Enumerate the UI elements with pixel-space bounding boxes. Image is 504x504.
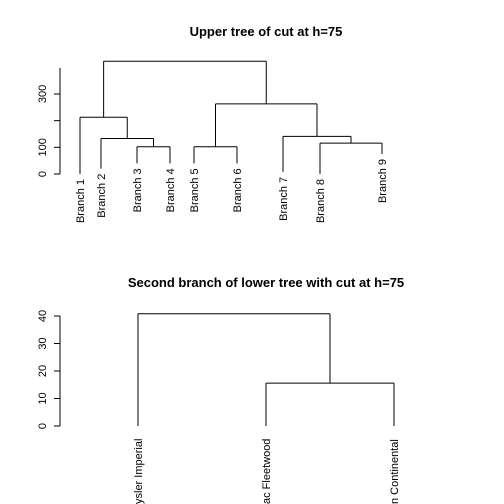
leaf-label: Branch 8 [315,179,327,223]
y-tick-label: 30 [37,337,49,349]
upper-tree-dendrogram [79,60,383,174]
leaf-label: Branch 6 [232,168,244,212]
lower-tree-panel: Second branch of lower tree with cut at … [37,275,404,504]
leaf-label: Branch 7 [278,177,290,221]
leaf-label: n Continental [389,439,401,504]
lower-tree-y-axis: 0 10 20 30 40 [37,310,61,429]
lower-tree-title: Second branch of lower tree with cut at … [128,275,404,290]
upper-tree-panel: Upper tree of cut at h=75 0 100 300 Branch… [37,24,389,223]
upper-tree-title: Upper tree of cut at h=75 [190,24,343,39]
leaf-label: Branch 1 [75,179,87,223]
y-tick-label: 100 [37,138,49,156]
lower-tree-leaf-labels: ysler Imperial ac Fleetwood n Continental [133,439,401,504]
leaf-label: ac Fleetwood [261,439,273,504]
leaf-label: Branch 4 [165,168,177,212]
y-tick-label: 10 [37,392,49,404]
leaf-label: Branch 5 [189,168,201,212]
leaf-label: Branch 2 [96,174,108,218]
lower-tree-dendrogram [137,313,395,426]
y-tick-label: 0 [37,423,49,429]
leaf-label: Branch 9 [377,159,389,203]
y-tick-label: 0 [37,171,49,177]
leaf-label: ysler Imperial [133,439,145,504]
y-tick-label: 40 [37,310,49,322]
y-tick-label: 300 [37,85,49,103]
y-tick-label: 20 [37,365,49,377]
upper-tree-y-axis: 0 100 300 [37,68,61,177]
upper-tree-leaf-labels: Branch 1 Branch 2 Branch 3 Branch 4 Branch 5… [75,159,389,223]
leaf-label: Branch 3 [132,168,144,212]
